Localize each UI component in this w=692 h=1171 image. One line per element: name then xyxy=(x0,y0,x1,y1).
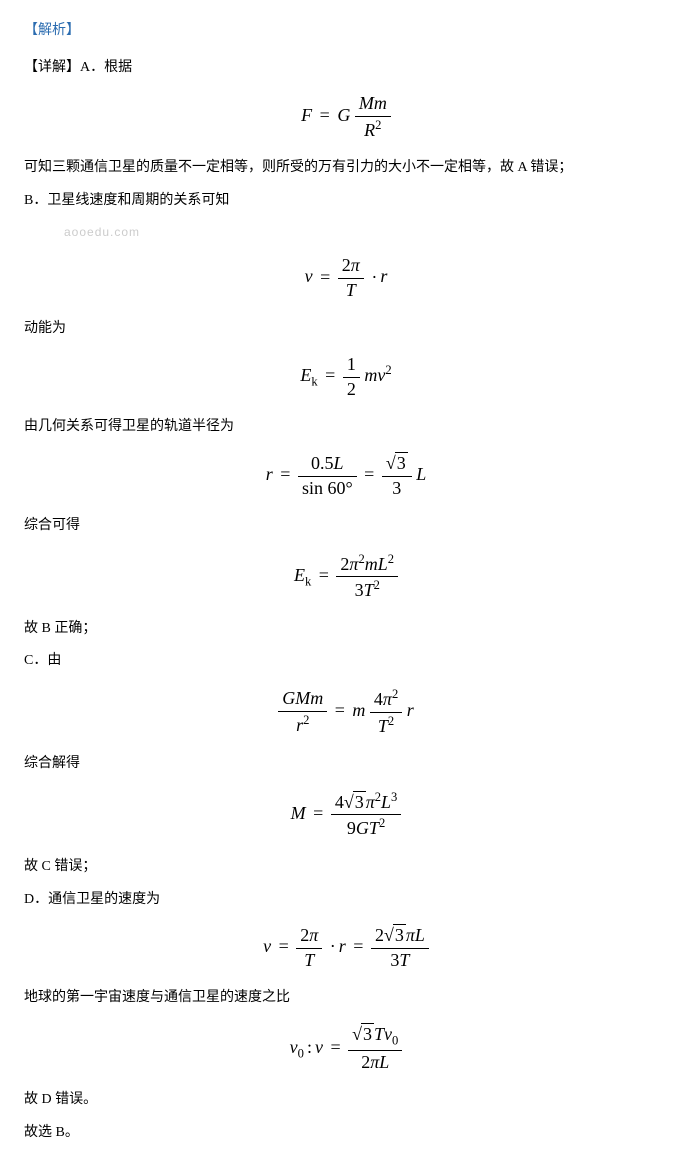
detail-A-intro: 【详解】A．根据 xyxy=(24,55,668,82)
eq2-fraction: 2π T xyxy=(338,255,364,301)
equation-6: GMm r2 = m 4π2 T2 r xyxy=(24,687,668,737)
equation-1: F = G Mm R2 xyxy=(24,93,668,141)
eq1-denominator: R2 xyxy=(355,117,391,142)
C-intro: C．由 xyxy=(24,648,668,675)
eq1-lhs: F xyxy=(301,105,312,125)
eq6-frac1: GMm r2 xyxy=(278,688,327,736)
Ek-intro: 动能为 xyxy=(24,316,668,343)
equals-sign: = xyxy=(317,105,333,125)
A-conclusion: 可知三颗通信卫星的质量不一定相等，则所受的万有引力的大小不一定相等，故 A 错误… xyxy=(24,155,668,182)
combine-text: 综合可得 xyxy=(24,513,668,540)
eq4-frac2: √3 3 xyxy=(382,453,412,499)
equation-7: M = 4√3π2L3 9GT2 xyxy=(24,790,668,840)
watermark: aooedu.com xyxy=(64,221,668,244)
B-conclusion: 故 B 正确； xyxy=(24,616,668,643)
eq5-lhs: Ek xyxy=(294,565,311,585)
eq6-coef: m xyxy=(352,700,365,720)
equation-9: v0:v = √3Tv0 2πL xyxy=(24,1024,668,1073)
eq4-lhs: r xyxy=(266,464,273,484)
C-conclusion: 故 C 错误； xyxy=(24,854,668,881)
final-answer: 故选 B。 xyxy=(24,1120,668,1147)
eq8-lhs: v xyxy=(263,936,271,956)
D-ratio-intro: 地球的第一宇宙速度与通信卫星的速度之比 xyxy=(24,985,668,1012)
equation-4: r = 0.5L sin 60° = √3 3 L xyxy=(24,453,668,499)
equation-5: Ek = 2π2mL2 3T2 xyxy=(24,552,668,602)
eq1-numerator: Mm xyxy=(355,93,391,117)
eq7-lhs: M xyxy=(291,803,306,823)
eq7-fraction: 4√3π2L3 9GT2 xyxy=(331,790,402,840)
eq3-lhs: Ek xyxy=(300,365,317,385)
eq9-lhs: v0:v xyxy=(290,1037,323,1057)
equation-3: Ek = 1 2 mv2 xyxy=(24,354,668,400)
eq6-frac2: 4π2 T2 xyxy=(370,687,402,737)
analysis-header: 【解析】 xyxy=(24,18,668,45)
equation-2: v = 2π T ·r xyxy=(24,255,668,301)
eq4-tail: L xyxy=(416,464,426,484)
eq2-lhs: v xyxy=(305,267,313,287)
eq3-fraction: 1 2 xyxy=(343,354,360,400)
eq5-fraction: 2π2mL2 3T2 xyxy=(336,552,398,602)
B-intro: B．卫星线速度和周期的关系可知 xyxy=(24,188,668,215)
eq6-tail: r xyxy=(407,700,414,720)
equation-8: v = 2π T ·r = 2√3πL 3T xyxy=(24,925,668,971)
eq8-frac2: 2√3πL 3T xyxy=(371,925,429,971)
eq4-frac1: 0.5L sin 60° xyxy=(298,453,357,499)
eq8-mid: r xyxy=(339,936,346,956)
C-combine: 综合解得 xyxy=(24,751,668,778)
radius-intro: 由几何关系可得卫星的轨道半径为 xyxy=(24,414,668,441)
eq2-tail: r xyxy=(380,267,387,287)
eq8-frac1: 2π T xyxy=(296,925,322,971)
eq1-coef: G xyxy=(337,105,350,125)
eq1-fraction: Mm R2 xyxy=(355,93,391,141)
eq9-fraction: √3Tv0 2πL xyxy=(348,1024,402,1073)
D-intro: D．通信卫星的速度为 xyxy=(24,887,668,914)
D-conclusion: 故 D 错误。 xyxy=(24,1087,668,1114)
